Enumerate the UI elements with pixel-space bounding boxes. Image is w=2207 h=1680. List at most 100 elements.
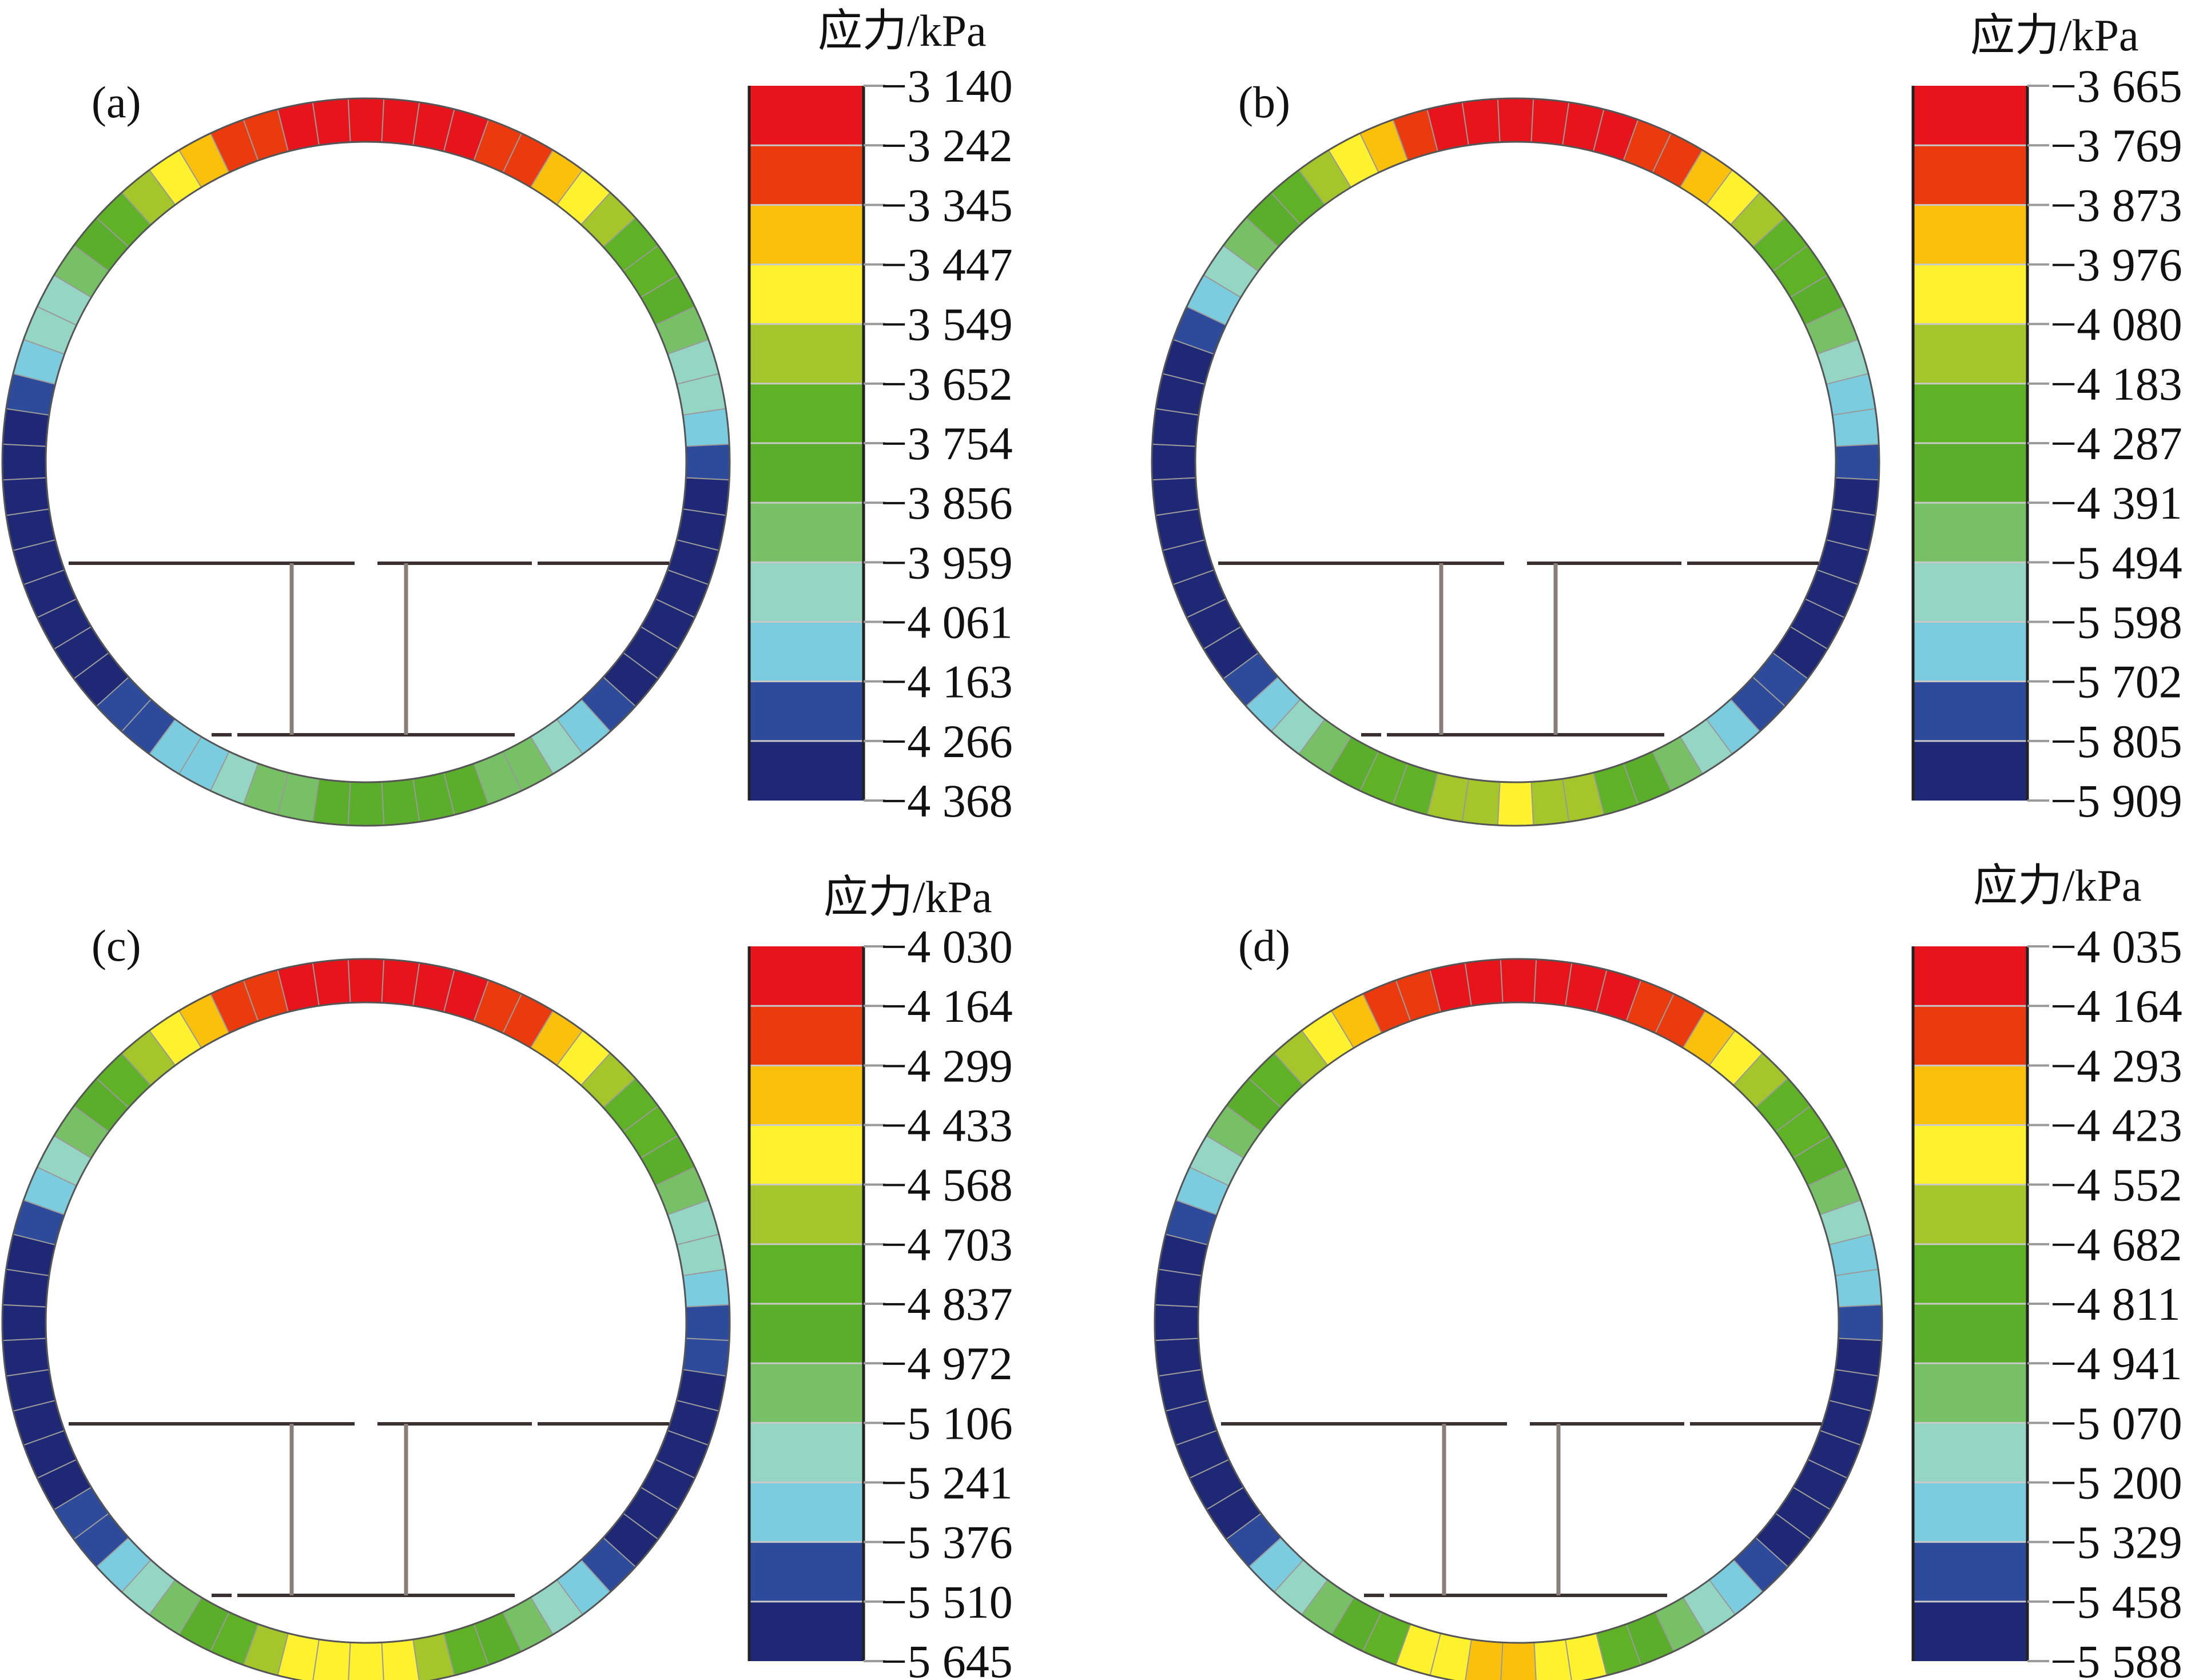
legend-swatch — [1913, 205, 2027, 265]
legend-title: 应力/kPa — [818, 6, 987, 55]
ring-segment — [1, 1304, 47, 1341]
ring-outer-edge — [1, 958, 731, 1680]
ring-segment — [1151, 477, 1200, 516]
panel-label: (b) — [1238, 77, 1290, 127]
ring-segment — [685, 1304, 730, 1341]
ring-segment — [1533, 1638, 1572, 1680]
legend-swatch — [749, 1006, 864, 1066]
legend-swatch — [1913, 946, 2027, 1006]
legend-swatch — [1913, 1363, 2027, 1423]
legend-swatch — [749, 1125, 864, 1185]
legend-swatch — [749, 681, 864, 741]
legend-swatch — [1913, 622, 2027, 682]
ring-inner-edge — [45, 141, 687, 783]
ring-segment — [347, 781, 385, 826]
legend-swatch — [749, 622, 864, 682]
panel-d: (d) 应力/kPa −4 035 −4 164 −4 293 −4 423 −4 55… — [1154, 861, 2182, 1680]
legend-tick-label: −5 510 — [881, 1576, 1013, 1628]
ring-segment — [2, 1337, 50, 1377]
panel-b: (b) 应力/kPa −3 665 −3 769 −3 873 −3 976 −4 08… — [1151, 10, 2182, 827]
legend-tick-label: −3 447 — [881, 239, 1013, 291]
legend-swatch — [749, 1423, 864, 1483]
legend-swatch — [1913, 562, 2027, 622]
internal-structure — [1218, 562, 1819, 737]
legend-swatch — [749, 1184, 864, 1244]
internal-structure — [69, 562, 669, 737]
legend-tick-label: −5 458 — [2050, 1576, 2182, 1628]
ring-segment — [1834, 1268, 1883, 1308]
legend-swatch — [1913, 681, 2027, 741]
ring-segment — [381, 778, 420, 826]
internal-structure — [69, 1422, 669, 1597]
legend-swatch — [749, 1244, 864, 1304]
legend-swatch — [1913, 1244, 2027, 1304]
legend-tick-label: −5 702 — [2050, 656, 2182, 708]
legend-tick-label: −5 909 — [2050, 775, 2182, 827]
legend-tick-label: −4 941 — [2050, 1337, 2182, 1390]
ring-segment — [1497, 781, 1534, 826]
panel-label: (d) — [1238, 921, 1290, 970]
legend-tick-label: −5 106 — [881, 1397, 1013, 1449]
panel-label: (a) — [92, 77, 141, 127]
legend-swatch — [749, 1304, 864, 1364]
legend-swatch — [749, 443, 864, 503]
legend-swatch — [1913, 1125, 2027, 1185]
legend-tick-label: −4 391 — [2050, 477, 2182, 529]
ring-segment — [1500, 958, 1537, 1004]
ring-segment — [1154, 1337, 1203, 1377]
legend-swatch — [1913, 1304, 2027, 1364]
legend-swatch — [749, 205, 864, 265]
legend-swatch — [749, 145, 864, 205]
legend-tick-label: −4 080 — [2050, 298, 2182, 351]
legend-tick-label: −4 837 — [881, 1278, 1013, 1330]
legend-tick-label: −3 959 — [881, 536, 1013, 588]
legend-tick-label: −4 183 — [2050, 358, 2182, 410]
legend-tick-label: −4 266 — [881, 715, 1013, 767]
legend-tick-label: −5 805 — [2050, 715, 2182, 767]
ring-segment — [1497, 97, 1534, 143]
color-legend: −4 030 −4 164 −4 299 −4 433 −4 568 −4 703 −4 8… — [747, 921, 1013, 1680]
ring-segment — [1530, 778, 1570, 826]
legend-swatch — [749, 264, 864, 324]
legend-tick-label: −5 200 — [2050, 1457, 2182, 1509]
legend-tick-label: −4 552 — [2050, 1159, 2182, 1211]
ring-outer-edge — [1, 97, 731, 827]
legend-swatch — [749, 946, 864, 1006]
legend-tick-label: −4 164 — [2050, 980, 2182, 1032]
legend-tick-label: −3 769 — [2050, 120, 2182, 172]
legend-swatch — [1913, 1006, 2027, 1066]
ring-segment — [1151, 443, 1196, 481]
ring-segment — [347, 97, 385, 143]
legend-swatch — [1913, 741, 2027, 801]
ring-outer-edge — [1151, 97, 1880, 827]
lining-ring — [1, 97, 731, 827]
legend-swatch — [749, 1542, 864, 1602]
lining-ring — [1, 958, 731, 1680]
legend-tick-label: −4 811 — [2050, 1278, 2181, 1330]
legend-swatch — [1913, 503, 2027, 563]
legend-tick-label: −3 549 — [881, 298, 1013, 351]
legend-swatch — [749, 1065, 864, 1125]
color-legend: −4 035 −4 164 −4 293 −4 423 −4 552 −4 682 −4 8… — [1911, 921, 2182, 1680]
ring-segment — [1461, 98, 1501, 146]
panel-a: (a) 应力/kPa −3 140 −3 242 −3 345 −3 447 −3 54… — [1, 6, 1013, 827]
legend-tick-label: −5 645 — [881, 1635, 1013, 1680]
color-legend: −3 140 −3 242 −3 345 −3 447 −3 549 −3 652 −3 7… — [747, 60, 1013, 827]
legend-swatch — [749, 1482, 864, 1542]
ring-segment — [312, 958, 351, 1007]
ring-segment — [1838, 1304, 1883, 1341]
ring-segment — [1500, 1642, 1537, 1680]
legend-tick-label: −3 665 — [2050, 60, 2182, 112]
ring-segment — [1835, 443, 1880, 481]
legend-tick-label: −4 293 — [2050, 1040, 2182, 1092]
legend-swatch — [749, 741, 864, 801]
legend-swatch — [749, 562, 864, 622]
legend-tick-label: −3 873 — [2050, 179, 2182, 231]
legend-swatch — [749, 1363, 864, 1423]
legend-tick-label: −4 164 — [881, 980, 1013, 1032]
legend-swatch — [1913, 1542, 2027, 1602]
panel-label: (c) — [92, 921, 141, 970]
lining-ring — [1154, 958, 1883, 1680]
color-legend: −3 665 −3 769 −3 873 −3 976 −4 080 −4 183 −4 2… — [1911, 60, 2182, 827]
